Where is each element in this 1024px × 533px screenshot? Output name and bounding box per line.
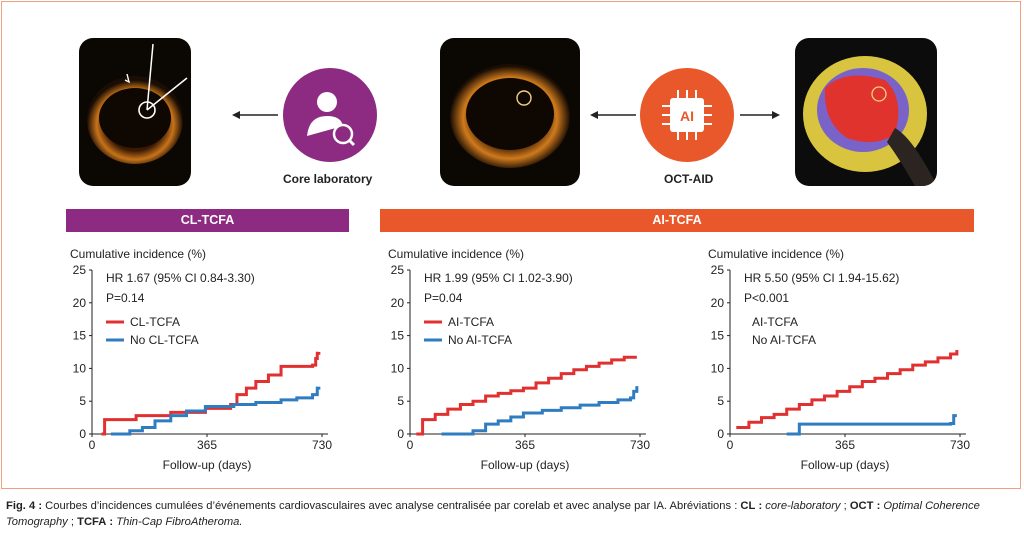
chart-2-series-1-line — [416, 355, 637, 436]
chart-2-xlabel: Follow-up (days) — [481, 458, 570, 472]
chart-2-ytick-label: 0 — [397, 427, 404, 441]
oct-image-ai-segmented — [795, 38, 937, 186]
band-cl-tcfa: CL-TCFA — [66, 209, 349, 232]
caption-oct-abbr: OCT : — [849, 500, 881, 512]
chart-2-xtick-label: 0 — [407, 438, 414, 452]
chart-1-ytick-label: 20 — [73, 296, 87, 310]
arrow-left-icon-2 — [590, 111, 636, 119]
km-charts: Cumulative incidence (%) 0 5 10 15 20 25 0 365 73… — [70, 247, 970, 472]
chart-1-xtick-label: 365 — [197, 438, 217, 452]
chart-1-series-2-line — [110, 386, 321, 436]
caption-oct-def: Optimal Coherence Tomography — [6, 500, 980, 528]
chart-3-ylabel: Cumulative incidence (%) — [708, 247, 844, 261]
chart-2-ytick-label: 25 — [391, 263, 405, 277]
chart-2-legend-label-2: No AI-TCFA — [448, 333, 512, 347]
oct-aid-label: OCT-AID — [664, 172, 714, 186]
chart-2-xtick-label: 365 — [515, 438, 535, 452]
core-lab-label: Core laboratory — [283, 172, 373, 186]
chart-3-series-2-line — [786, 414, 957, 436]
core-lab-icon — [283, 68, 377, 162]
chart-2-legend-label-1: AI-TCFA — [448, 315, 494, 329]
caption-label: Fig. 4 : — [6, 500, 43, 512]
oct-image-core-lab — [79, 38, 191, 186]
caption-sep-1: ; — [840, 500, 850, 512]
chart-3-series-1-line — [736, 350, 959, 429]
chart-2-ytick-label: 15 — [391, 329, 405, 343]
caption-cl-abbr: CL : — [740, 500, 763, 512]
chart-1-ytick-label: 0 — [79, 427, 86, 441]
chart-3-xlabel: Follow-up (days) — [801, 458, 890, 472]
chart-2-ytick-label: 10 — [391, 361, 405, 375]
chart-1-ytick-label: 15 — [73, 329, 87, 343]
figure-frame — [1, 1, 1021, 489]
chart-2-hr-text: HR 1.99 (95% CI 1.02-3.90) — [424, 271, 573, 285]
chart-1-legend-label-2: No CL-TCFA — [130, 333, 199, 347]
chart-3-ytick-label: 20 — [711, 296, 725, 310]
caption-sep-2: ; — [67, 516, 78, 528]
chart-3-legend-label-2: No AI-TCFA — [752, 333, 816, 347]
chart-3-ytick-label: 10 — [711, 361, 725, 375]
chart-1-series-1-line — [101, 351, 321, 436]
chart-3-ytick-label: 15 — [711, 329, 725, 343]
caption-tcfa-def: Thin-Cap FibroAtheroma. — [113, 516, 243, 528]
chart-1-legend-label-1: CL-TCFA — [130, 315, 180, 329]
caption-text: Courbes d’incidences cumulées d’événemen… — [42, 500, 741, 512]
arrow-right-icon — [740, 111, 780, 119]
caption-cl-def: core-laboratory — [762, 500, 841, 512]
chart-1-xtick-label: 0 — [89, 438, 96, 452]
chart-2-ytick-label: 5 — [397, 394, 404, 408]
chart-1-ytick-label: 5 — [79, 394, 86, 408]
chart-1-p-text: P=0.14 — [106, 291, 145, 305]
chart-2-p-text: P=0.04 — [424, 291, 463, 305]
arrow-left-icon — [232, 111, 278, 119]
chart-1-ylabel: Cumulative incidence (%) — [70, 247, 206, 261]
chart-1-hr-text: HR 1.67 (95% CI 0.84-3.30) — [106, 271, 255, 285]
chart-1-ytick-label: 25 — [73, 263, 87, 277]
chart-3-ytick-label: 25 — [711, 263, 725, 277]
oct-image-center — [440, 38, 580, 186]
chart-1-xtick-label: 730 — [312, 438, 332, 452]
chart-3-xtick-label: 0 — [727, 438, 734, 452]
chart-3-xtick-label: 365 — [835, 438, 855, 452]
ai-icon-text: AI — [680, 108, 694, 124]
ai-icon: AI — [640, 68, 734, 162]
chart-2-series-2-line — [441, 386, 639, 436]
chart-3-hr-text: HR 5.50 (95% CI 1.94-15.62) — [744, 271, 899, 285]
chart-2-xtick-label: 730 — [630, 438, 650, 452]
chart-3-xtick-label: 730 — [950, 438, 970, 452]
chart-3-ytick-label: 0 — [717, 427, 724, 441]
chart-1-ytick-label: 10 — [73, 361, 87, 375]
figure-caption: Fig. 4 : Courbes d’incidences cumulées d… — [6, 498, 1018, 530]
chart-3-ytick-label: 5 — [717, 394, 724, 408]
chart-2-ylabel: Cumulative incidence (%) — [388, 247, 524, 261]
band-ai-tcfa: AI-TCFA — [380, 209, 974, 232]
chart-1-xlabel: Follow-up (days) — [163, 458, 252, 472]
caption-tcfa-abbr: TCFA : — [77, 516, 114, 528]
chart-2-ytick-label: 20 — [391, 296, 405, 310]
chart-3-legend-label-1: AI-TCFA — [752, 315, 798, 329]
chart-3-p-text: P<0.001 — [744, 291, 789, 305]
